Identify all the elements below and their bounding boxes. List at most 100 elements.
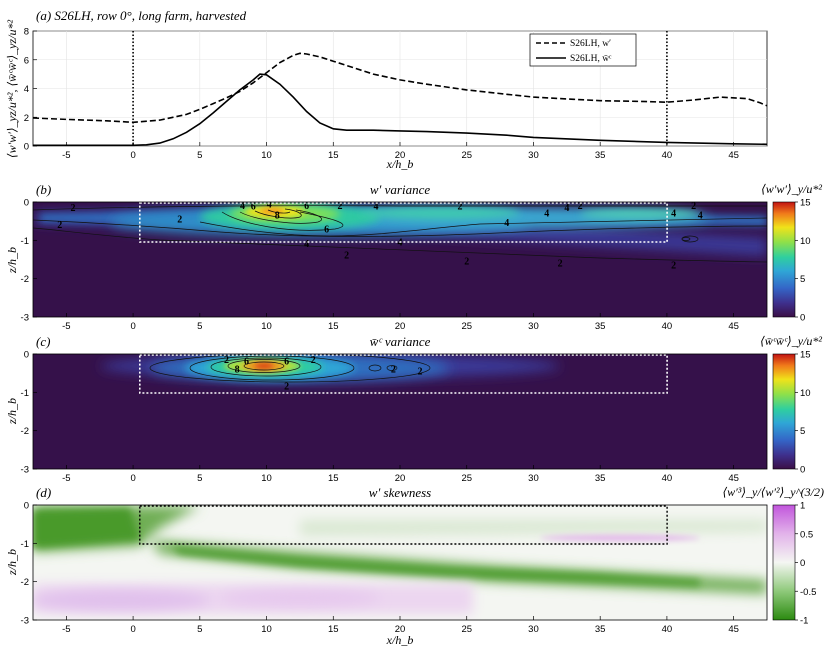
contour-label: 6 (324, 225, 329, 236)
colorbar-tick-label: -1 (800, 616, 808, 627)
contour-label: 4 (671, 209, 676, 220)
contour-label: 8 (275, 210, 280, 221)
x-tick-label: 20 (395, 150, 406, 161)
x-tick-label: 30 (528, 473, 539, 484)
x-tick-label: 0 (130, 624, 135, 635)
x-tick-label: 15 (328, 321, 339, 332)
contour-label: 2 (691, 201, 696, 212)
contour-label: 4 (698, 210, 703, 221)
x-tick-label: 35 (595, 473, 606, 484)
x-tick-label: 45 (728, 150, 739, 161)
y-tick-label: 6 (24, 55, 29, 66)
colorbar-tick-label: 5 (800, 274, 805, 285)
panel-b-colorbar (772, 201, 796, 318)
panel-d-ylabel: z/h_b (5, 549, 19, 576)
panel-a-title: (a) S26LH, row 0°, long farm, harvested (36, 8, 247, 23)
panel-c-colorbar-ticks: 0 5 10 15 (795, 350, 811, 476)
contour-label: 2 (671, 260, 676, 271)
panel-c-contour-labels: 2 686 222 2 (224, 355, 423, 393)
y-tick-label: 0 (24, 198, 29, 209)
x-tick-label: 0 (130, 150, 135, 161)
panel-d-colorbar-ticks: 1 0.5 0 -0.5 -1 (795, 501, 816, 627)
y-tick-label: 0 (24, 350, 29, 361)
colorbar-tick-label: 5 (800, 426, 805, 437)
contour-label: 4 (564, 203, 569, 214)
contour-label: 2 (578, 201, 583, 212)
colorbar-tick-label: 0 (800, 313, 805, 324)
panel-d-colorbar-label: ⟨w′³⟩_y/⟨w′²⟩_y^(3/2) (722, 485, 824, 499)
x-tick-label: 35 (595, 624, 606, 635)
panel-d-field-blobs (33, 506, 767, 614)
colorbar-tick-label: -0.5 (800, 587, 816, 598)
colorbar-tick-label: 0.5 (800, 529, 813, 540)
x-tick-label: 35 (595, 150, 606, 161)
x-tick-label: 40 (662, 150, 673, 161)
contour-label: 6 (284, 357, 289, 368)
colorbar-tick-label: 0 (800, 465, 805, 476)
x-tick-label: -5 (62, 624, 70, 635)
x-tick-label: 15 (328, 624, 339, 635)
x-tick-label: 35 (595, 321, 606, 332)
x-tick-label: 40 (662, 473, 673, 484)
x-tick-label: 5 (197, 473, 202, 484)
x-tick-label: 20 (395, 473, 406, 484)
y-tick-label: 0 (24, 142, 29, 153)
panel-c-heatmap: 2 686 222 2 -5 0 5 10 15 20 25 30 35 40 450-1-2-3 (c)… (5, 334, 822, 484)
panel-b-ticks: -5 0 5 10 15 20 25 30 35 40 45 0 -1 -2 -3 (21, 198, 739, 333)
contour-label: 2 (558, 258, 563, 269)
x-tick-label: 10 (261, 150, 272, 161)
contour-label: 2 (458, 202, 463, 213)
panel-b-label: (b) (36, 182, 51, 197)
y-tick-label: -1 (21, 388, 29, 399)
contour-label: 4 (504, 218, 509, 229)
x-tick-label: 10 (261, 624, 272, 635)
contour-label: 4 (373, 202, 378, 213)
x-tick-label: 30 (528, 150, 539, 161)
x-tick-label: 45 (728, 473, 739, 484)
x-tick-label: 15 (328, 473, 339, 484)
panel-b-ylabel: z/h_b (5, 247, 19, 274)
x-tick-label: 40 (662, 321, 673, 332)
panel-b-title: w′ variance (370, 182, 430, 197)
contour-label: 2 (418, 366, 423, 377)
panel-a-legend: S26LH, w′ S26LH, w̄ᶜ (529, 33, 637, 67)
contour-label: 2 (464, 256, 469, 267)
contour-label: 6 (244, 357, 249, 368)
series-line-dashed (32, 52, 768, 124)
colorbar-tick-label: 0 (800, 558, 805, 569)
panel-a-line-chart: -5 0 5 10 15 20 25 30 35 40 45 0 2 4 6 8 (a) S26LH, row… (5, 8, 768, 171)
panel-b-farm-box (139, 202, 668, 243)
y-tick-label: -3 (21, 616, 29, 627)
panel-c-ticks: -5 0 5 10 15 20 25 30 35 40 45 0 -1 -2 -3 (21, 350, 739, 485)
colorbar-tick-label: 15 (800, 350, 811, 361)
y-tick-label: -2 (21, 426, 29, 437)
contour-label: 4 (240, 201, 245, 212)
panel-c-contours (149, 354, 431, 383)
legend-entry-w-prime: S26LH, w′ (570, 39, 611, 49)
colorbar-tick-label: 10 (800, 388, 811, 399)
panel-d-title: w′ skewness (369, 485, 431, 500)
contour-label: 2 (391, 364, 396, 375)
x-tick-label: 45 (728, 321, 739, 332)
y-tick-label: -2 (21, 274, 29, 285)
y-tick-label: 8 (24, 27, 29, 38)
x-tick-label: 15 (328, 150, 339, 161)
panel-a-ylabel: ⟨w′w′⟩_yz/u*², ⟨w̄ᶜw̄ᶜ⟩_yz/u*² (5, 20, 19, 159)
x-tick-label: -5 (62, 150, 70, 161)
contour-label: 4 (267, 199, 272, 210)
panel-c-colorbar-label: ⟨w̄ᶜw̄ᶜ⟩_y/u*² (760, 334, 822, 348)
y-tick-label: -2 (21, 577, 29, 588)
x-tick-label: 5 (197, 150, 202, 161)
panel-c-field-blobs (100, 354, 560, 381)
panel-d-farm-box (139, 505, 668, 545)
x-tick-label: 0 (130, 321, 135, 332)
panel-a-xlabel: x/h_b (386, 157, 414, 171)
colorbar-tick-label: 1 (800, 501, 805, 512)
panel-b-contours (33, 205, 767, 263)
x-tick-label: 10 (261, 473, 272, 484)
panel-a-series (32, 52, 768, 147)
x-tick-label: 20 (395, 321, 406, 332)
x-tick-label: 0 (130, 473, 135, 484)
